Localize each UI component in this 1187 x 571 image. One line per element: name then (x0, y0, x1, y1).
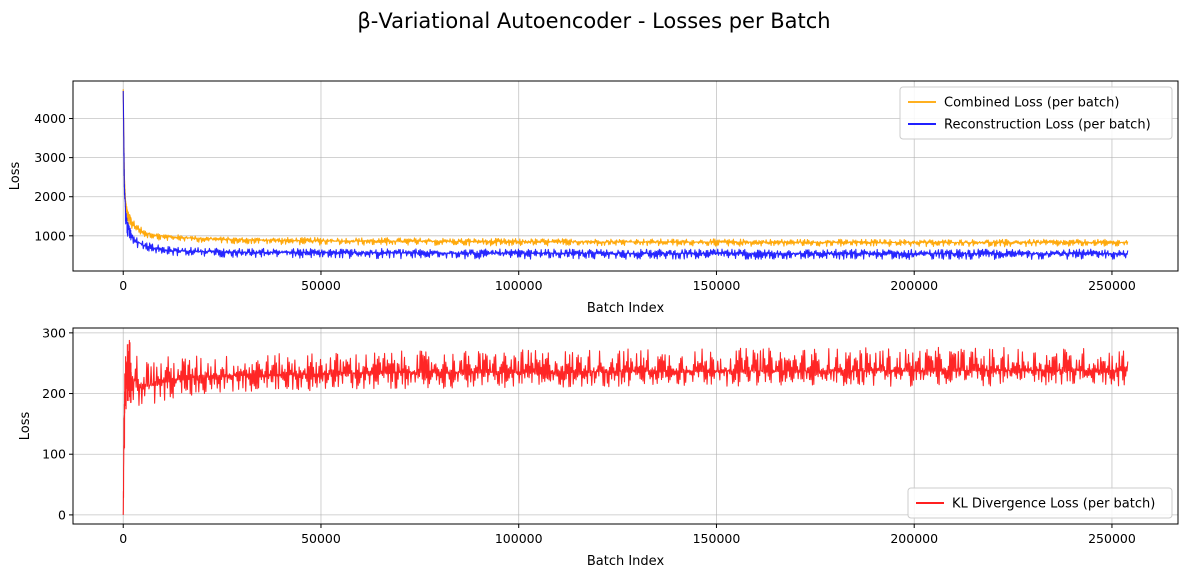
legend-entry-label: Combined Loss (per batch) (944, 96, 1119, 111)
x-tick-label: 200000 (890, 531, 938, 546)
series-line-reconstruction-loss-per-batch (122, 90, 1129, 261)
x-tick-label: 250000 (1088, 278, 1136, 293)
series-line-combined-loss-per-batch (122, 89, 1129, 248)
x-tick-label: 50000 (301, 531, 341, 546)
y-tick-label: 4000 (34, 111, 66, 126)
axes-frame (72, 80, 1179, 272)
kl-divergence-loss-axes: 0 50000 100000 150000 200000 250000 0 100 200 300… (18, 325, 1179, 569)
series-line-kl-divergence-loss-per-batch (122, 339, 1129, 515)
y-tick-label: 200 (42, 386, 66, 401)
y-tick-label: 1000 (34, 228, 66, 243)
x-tick-label: 100000 (495, 278, 543, 293)
y-tick-label: 2000 (34, 189, 66, 204)
axes-frame (72, 327, 1179, 525)
x-tick-label: 150000 (693, 278, 741, 293)
x-axis-label: Batch Index (587, 554, 665, 569)
x-tick-label: 0 (119, 278, 127, 293)
x-tick-label: 50000 (301, 278, 341, 293)
y-tick-label: 300 (42, 325, 66, 340)
y-tick-label: 100 (42, 447, 66, 462)
legend-entry-label: Reconstruction Loss (per batch) (944, 118, 1151, 133)
legend-box (899, 86, 1173, 140)
legend-box (907, 487, 1173, 519)
x-tick-label: 100000 (495, 531, 543, 546)
x-axis-label: Batch Index (587, 301, 665, 316)
y-axis-label: Loss (18, 412, 33, 441)
legend-entry-label: KL Divergence Loss (per batch) (952, 497, 1155, 512)
x-tick-label: 0 (119, 531, 127, 546)
y-axis-label: Loss (8, 162, 23, 191)
y-tick-label: 0 (58, 507, 66, 522)
x-tick-label: 150000 (693, 531, 741, 546)
y-tick-label: 3000 (34, 150, 66, 165)
x-tick-label: 250000 (1088, 531, 1136, 546)
x-tick-label: 200000 (890, 278, 938, 293)
combined-reconstruction-loss-axes: 0 50000 100000 150000 200000 250000 1000 2000 30… (8, 80, 1179, 316)
figure-suptitle: β-Variational Autoencoder - Losses per B… (357, 9, 830, 33)
